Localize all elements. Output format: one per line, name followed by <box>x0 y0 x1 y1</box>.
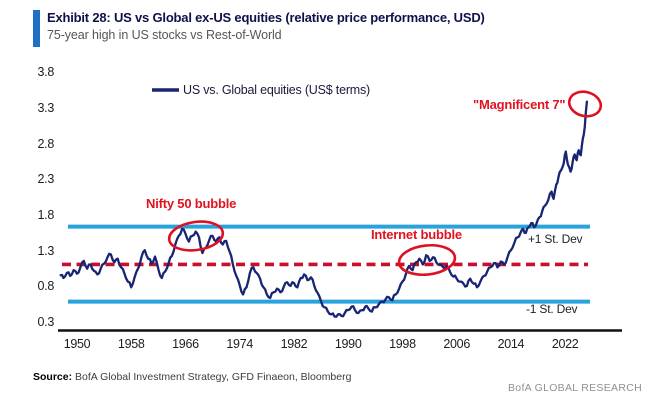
y-tick-2.8: 2.8 <box>37 136 55 151</box>
x-tick-2006: 2006 <box>443 337 470 351</box>
y-tick-1.3: 1.3 <box>37 243 55 258</box>
source-line: Source: BofA Global Investment Strategy,… <box>33 371 351 383</box>
nifty-bubble-ellipse <box>167 220 225 252</box>
plus1-stdev-label: +1 St. Dev <box>528 232 583 246</box>
x-tick-1950: 1950 <box>63 337 91 351</box>
exhibit-subtitle: 75-year high in US stocks vs Rest-of-Wor… <box>47 28 282 42</box>
magnificent7-annotation: "Magnificent 7" <box>473 97 566 112</box>
brand-mark: BofA GLOBAL RESEARCH <box>508 382 642 394</box>
x-tick-2022: 2022 <box>551 337 579 351</box>
nifty-bubble-annotation: Nifty 50 bubble <box>146 196 237 211</box>
y-tick-2.3: 2.3 <box>37 172 55 187</box>
y-tick-3.3: 3.3 <box>37 100 55 115</box>
magnificent7-ellipse <box>567 90 603 118</box>
minus1-stdev-label: -1 St. Dev <box>526 302 578 316</box>
exhibit-title: Exhibit 28: US vs Global ex-US equities … <box>47 10 485 25</box>
x-tick-1974: 1974 <box>226 337 254 351</box>
title-accent-bar <box>33 10 40 47</box>
x-tick-2014: 2014 <box>497 337 525 351</box>
y-tick-1.8: 1.8 <box>37 207 55 222</box>
legend-label: US vs. Global equities (US$ terms) <box>183 83 371 97</box>
internet-bubble-annotation: Internet bubble <box>371 227 462 242</box>
us-vs-global-series-line <box>59 100 589 318</box>
source-label: Source: <box>33 371 73 383</box>
source-text: BofA Global Investment Strategy, GFD Fin… <box>72 371 352 383</box>
y-tick-0.8: 0.8 <box>37 279 55 294</box>
internet-bubble-ellipse <box>397 243 457 277</box>
x-tick-1982: 1982 <box>280 337 308 351</box>
y-tick-3.8: 3.8 <box>37 65 55 80</box>
y-tick-0.3: 0.3 <box>37 315 55 329</box>
x-tick-1958: 1958 <box>117 337 145 351</box>
x-tick-1966: 1966 <box>172 337 199 351</box>
x-tick-1998: 1998 <box>389 337 416 351</box>
x-tick-1990: 1990 <box>334 337 362 351</box>
